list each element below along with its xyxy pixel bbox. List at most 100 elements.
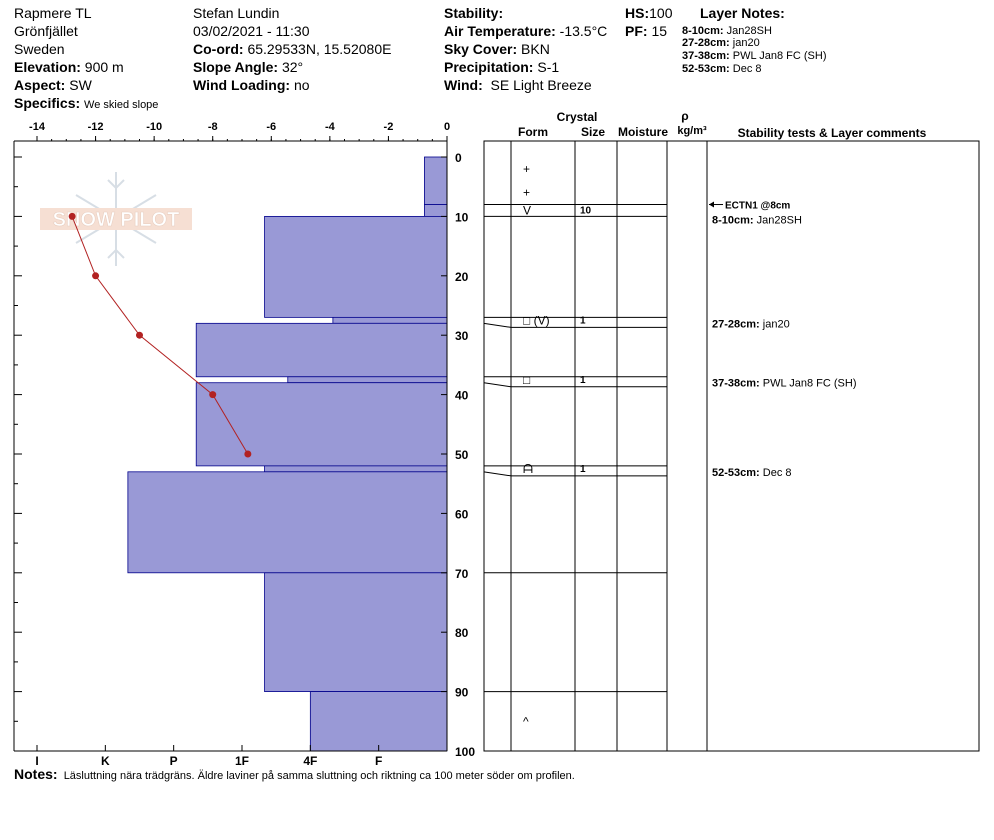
layer-note-range: 37-38cm:	[682, 50, 730, 62]
specifics-row: Specifics: We skied slope	[14, 94, 158, 114]
hardness-bar	[264, 215, 448, 318]
hs-label: HS:	[625, 5, 650, 21]
layer-note-text: jan20	[732, 37, 760, 49]
density-header: kg/m³	[677, 125, 707, 137]
datetime: 03/02/2021 - 11:30	[193, 23, 310, 39]
temp-tick-label: -6	[266, 121, 276, 133]
elevation-label: Elevation:	[14, 59, 81, 75]
slope-value: 32°	[281, 59, 304, 75]
area: Grönfjället	[14, 23, 78, 39]
snowpilot-logo: SNOW PILOT	[40, 172, 192, 266]
crystal-form: □ (V)	[523, 313, 550, 327]
depth-tick-label: 0	[455, 151, 462, 165]
hardness-bar	[264, 572, 448, 692]
precip-value: S-1	[537, 59, 560, 75]
table-frame	[483, 140, 980, 752]
depth-tick-label: 80	[455, 626, 469, 640]
depth-tick-label: 30	[455, 329, 469, 343]
layer-comment-text: Jan28SH	[757, 214, 802, 226]
wind-loading-label: Wind Loading:	[193, 77, 291, 93]
boundary-connector	[483, 382, 512, 388]
layer-note-row: 52-53cm: Dec 8	[682, 63, 762, 75]
layer-comment: 37-38cm: PWL Jan8 FC (SH)	[712, 378, 857, 390]
rho-header: ρ	[681, 109, 688, 123]
wind-row: Wind: SE Light Breeze	[444, 76, 607, 94]
precip-row: Precipitation: S-1	[444, 58, 607, 76]
layer-note-row: 37-38cm: PWL Jan8 FC (SH)	[682, 50, 827, 62]
hardness-layers	[127, 156, 448, 752]
stability-row: Stability:	[444, 4, 607, 22]
layer-comment: 27-28cm: jan20	[712, 318, 790, 330]
hardness-axis: I K P 1F 4F F	[35, 745, 382, 768]
boundary-connector	[483, 471, 512, 477]
form-header: Form	[518, 125, 548, 139]
sky-row: Sky Cover: BKN	[444, 40, 607, 58]
hardness-bar	[264, 465, 448, 473]
notes-text: Läsluttning nära trädgräns. Äldre lavine…	[63, 770, 575, 782]
hardness-bar	[195, 322, 448, 378]
layer-note-range: 8-10cm:	[682, 25, 724, 37]
temp-point	[209, 391, 217, 399]
crystal-size: 10	[580, 205, 592, 216]
depth-tick-label: 100	[455, 745, 475, 759]
depth-tick-label: 60	[455, 507, 469, 521]
coord-row: Co-ord: 65.29533N, 15.52080E	[193, 40, 391, 58]
temp-tick-label: -12	[88, 121, 104, 133]
coord-value: 65.29533N, 15.52080E	[247, 41, 392, 57]
specifics-value: We skied slope	[84, 99, 159, 111]
crystal-form: V	[523, 203, 531, 217]
layer-note-text: Jan28SH	[726, 25, 772, 37]
coord-label: Co-ord:	[193, 41, 244, 57]
hs-row: HS:100	[625, 4, 672, 22]
header-hs-col: HS:100 PF: 15	[625, 4, 672, 40]
header-mid-col: Stefan Lundin 03/02/2021 - 11:30 Co-ord:…	[193, 4, 391, 94]
logo-band	[40, 208, 192, 230]
hardness-bar	[127, 471, 448, 574]
crystal-form: +	[523, 186, 530, 200]
slope-row: Slope Angle: 32°	[193, 58, 391, 76]
boundary-connector	[483, 322, 512, 328]
hardness-tick-label: K	[101, 754, 110, 768]
elevation-row: Elevation: 900 m	[14, 58, 158, 76]
header-right-col: Stability: Air Temperature: -13.5°C Sky …	[444, 4, 607, 94]
temp-point	[92, 272, 100, 280]
aspect-row: Aspect: SW	[14, 76, 158, 94]
specifics-label: Specifics:	[14, 95, 81, 111]
crystal-form: □	[523, 373, 530, 387]
crystal-size: 1	[580, 375, 586, 386]
location: Rapmere TL	[14, 5, 92, 21]
layer-comment-text: jan20	[762, 318, 790, 330]
hardness-bar	[195, 382, 448, 467]
temp-tick-label: -4	[325, 121, 336, 133]
moisture-header: Moisture	[618, 125, 668, 139]
crystal-size: 1	[580, 464, 586, 475]
crystal-size: 1	[580, 315, 586, 326]
layer-note-range: 52-53cm:	[682, 63, 730, 75]
layer-comment-text: Dec 8	[763, 467, 792, 479]
notes-label: Notes:	[14, 766, 58, 782]
aspect-value: SW	[69, 77, 92, 93]
layer-table: Crystal Form Size Moisture ρ kg/m³ Stabi…	[483, 109, 980, 752]
sky-label: Sky Cover:	[444, 41, 518, 57]
air-temp-row: Air Temperature: -13.5°C	[444, 22, 607, 40]
layer-notes-title: Layer Notes:	[700, 5, 785, 21]
pf-row: PF: 15	[625, 22, 672, 40]
stability-label: Stability:	[444, 5, 504, 21]
hardness-tick-label: F	[375, 754, 382, 768]
sky-value: BKN	[521, 41, 550, 57]
hardness-bar	[424, 204, 448, 217]
layer-comment-range: 27-28cm:	[712, 318, 763, 330]
header-left-col: Rapmere TL Grönfjället Sweden Elevation:…	[14, 4, 158, 114]
temp-tick-label: -14	[29, 121, 46, 133]
elevation-value: 900 m	[84, 59, 124, 75]
logo-text: SNOW PILOT	[53, 209, 180, 231]
air-temp-value: -13.5°C	[559, 23, 608, 39]
depth-tick-label: 40	[455, 389, 469, 403]
temperature-profile	[68, 212, 252, 458]
air-temp-label: Air Temperature:	[444, 23, 556, 39]
wind-value: SE Light Breeze	[490, 77, 592, 93]
crystal-form: ᗩ	[523, 462, 533, 476]
temp-tick-label: -8	[208, 121, 218, 133]
size-header: Size	[581, 125, 605, 139]
